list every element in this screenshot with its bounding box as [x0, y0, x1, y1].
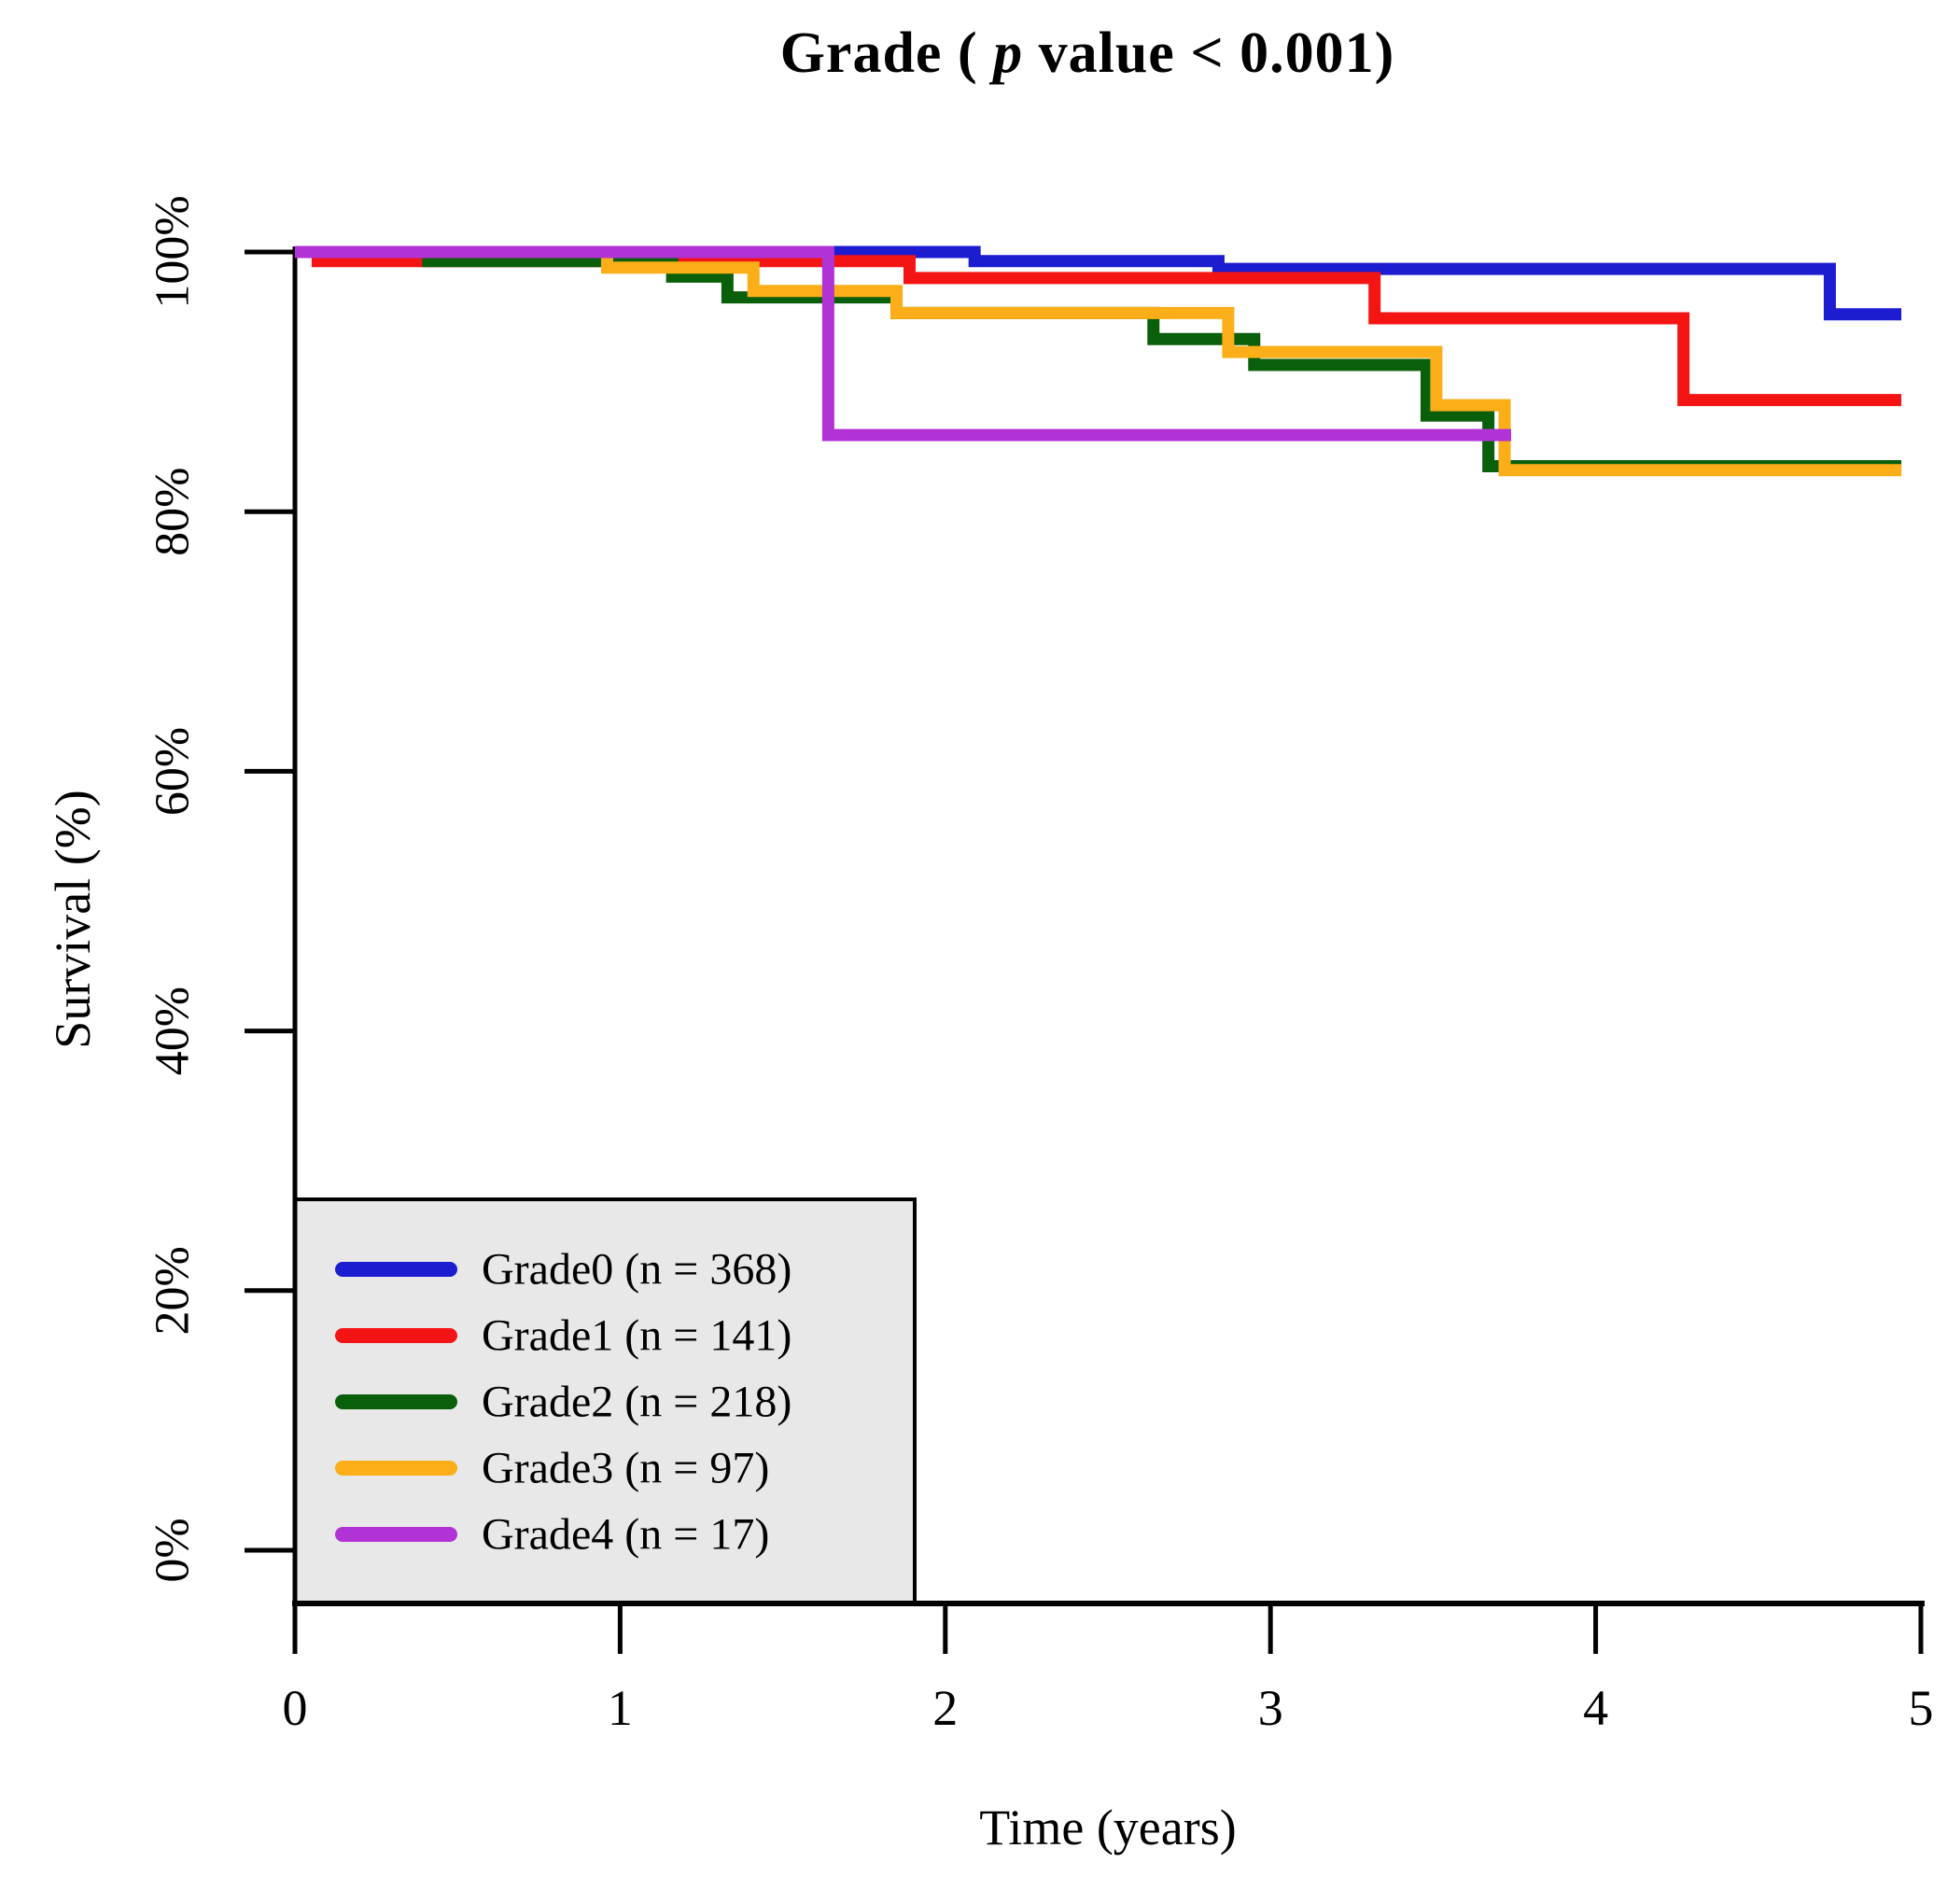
y-tick-label-20: 20% — [147, 1246, 200, 1335]
curve-grade0 — [295, 245, 1902, 321]
y-tick-label-40: 40% — [147, 987, 200, 1075]
x-tick-label-5: 5 — [1909, 1680, 1934, 1736]
y-tick-label-80: 80% — [147, 468, 200, 556]
x-tick-label-4: 4 — [1583, 1680, 1608, 1736]
chart-title-suffix: value < 0.001) — [1023, 21, 1395, 85]
x-tick-label-2: 2 — [932, 1680, 958, 1736]
legend-label-grade4: Grade4 (n = 17) — [482, 1510, 769, 1560]
chart-title-prefix: Grade ( — [779, 21, 994, 85]
legend-label-grade0: Grade0 (n = 368) — [482, 1245, 791, 1295]
legend-label-grade1: Grade1 (n = 141) — [482, 1311, 791, 1361]
y-tick-label-60: 60% — [147, 727, 200, 816]
y-tick-label-100: 100% — [147, 195, 200, 308]
curve-grade3 — [295, 245, 1902, 477]
legend-label-grade3: Grade3 (n = 97) — [482, 1444, 769, 1493]
legend-label-grade2: Grade2 (n = 218) — [482, 1378, 791, 1427]
x-axis-title: Time (years) — [979, 1799, 1237, 1855]
y-tick-label-0: 0% — [147, 1518, 200, 1582]
chart-title: Grade ( p value < 0.001) — [215, 21, 1947, 87]
x-tick-label-3: 3 — [1258, 1680, 1283, 1736]
curve-grade4 — [295, 245, 1512, 441]
x-tick-label-0: 0 — [283, 1680, 308, 1736]
chart-title-pvalue-var: p — [993, 21, 1024, 85]
x-tick-label-1: 1 — [608, 1680, 633, 1736]
